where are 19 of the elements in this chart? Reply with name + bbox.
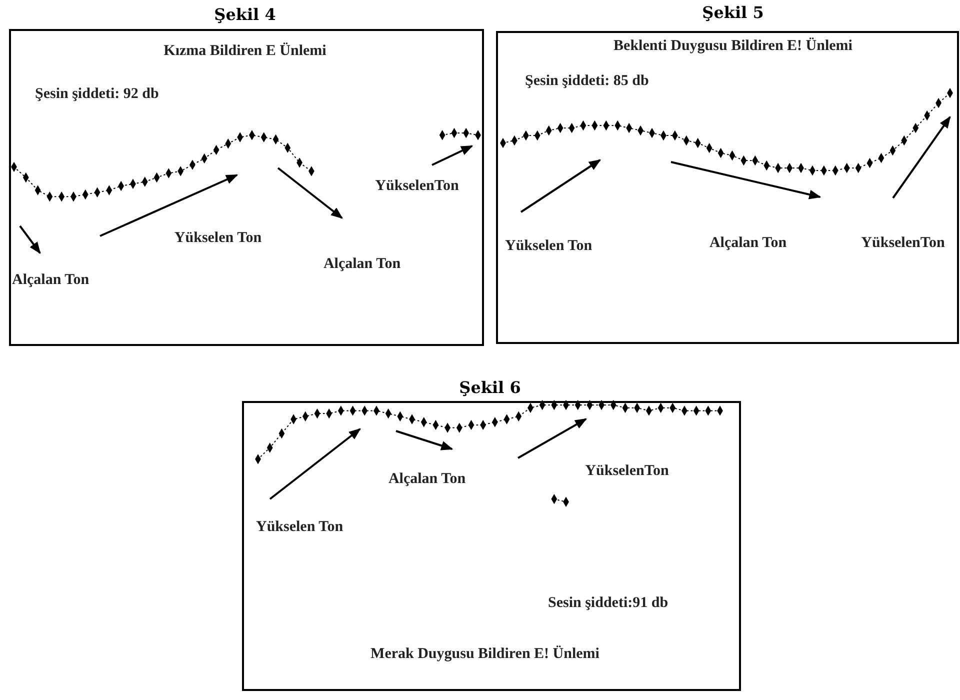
annotation: Alçalan Ton xyxy=(323,256,402,272)
annotation: YükselenTon xyxy=(375,178,460,194)
annotation: YükselenTon xyxy=(585,463,670,479)
annotation: Alçalan Ton xyxy=(388,471,466,487)
annotation: Yükselen Ton xyxy=(505,238,593,254)
chart-subtitle: Kızma Bildiren E Ünlemi xyxy=(164,42,326,59)
annotation: Yükselen Ton xyxy=(174,230,262,246)
annotation: Yükselen Ton xyxy=(256,519,344,535)
annotation: YükselenTon xyxy=(861,235,946,251)
chart-subtitle: Beklenti Duygusu Bildiren E! Ünlemi xyxy=(614,37,852,54)
chart-title: Şekil 6 xyxy=(459,378,521,397)
text: Şesin şiddeti: 85 db xyxy=(525,73,649,89)
annotation: Sesin şiddeti:91 db xyxy=(548,595,668,611)
chart-title: Şekil 4 xyxy=(214,5,276,24)
annotation: Alçalan Ton xyxy=(12,272,90,288)
text: Merak Duygusu Bildiren E! Ünlemi xyxy=(370,645,600,662)
text: Şesin şiddeti: 92 db xyxy=(35,86,159,102)
annotation: Alçalan Ton xyxy=(709,235,788,251)
chart-title: Şekil 5 xyxy=(702,3,764,22)
